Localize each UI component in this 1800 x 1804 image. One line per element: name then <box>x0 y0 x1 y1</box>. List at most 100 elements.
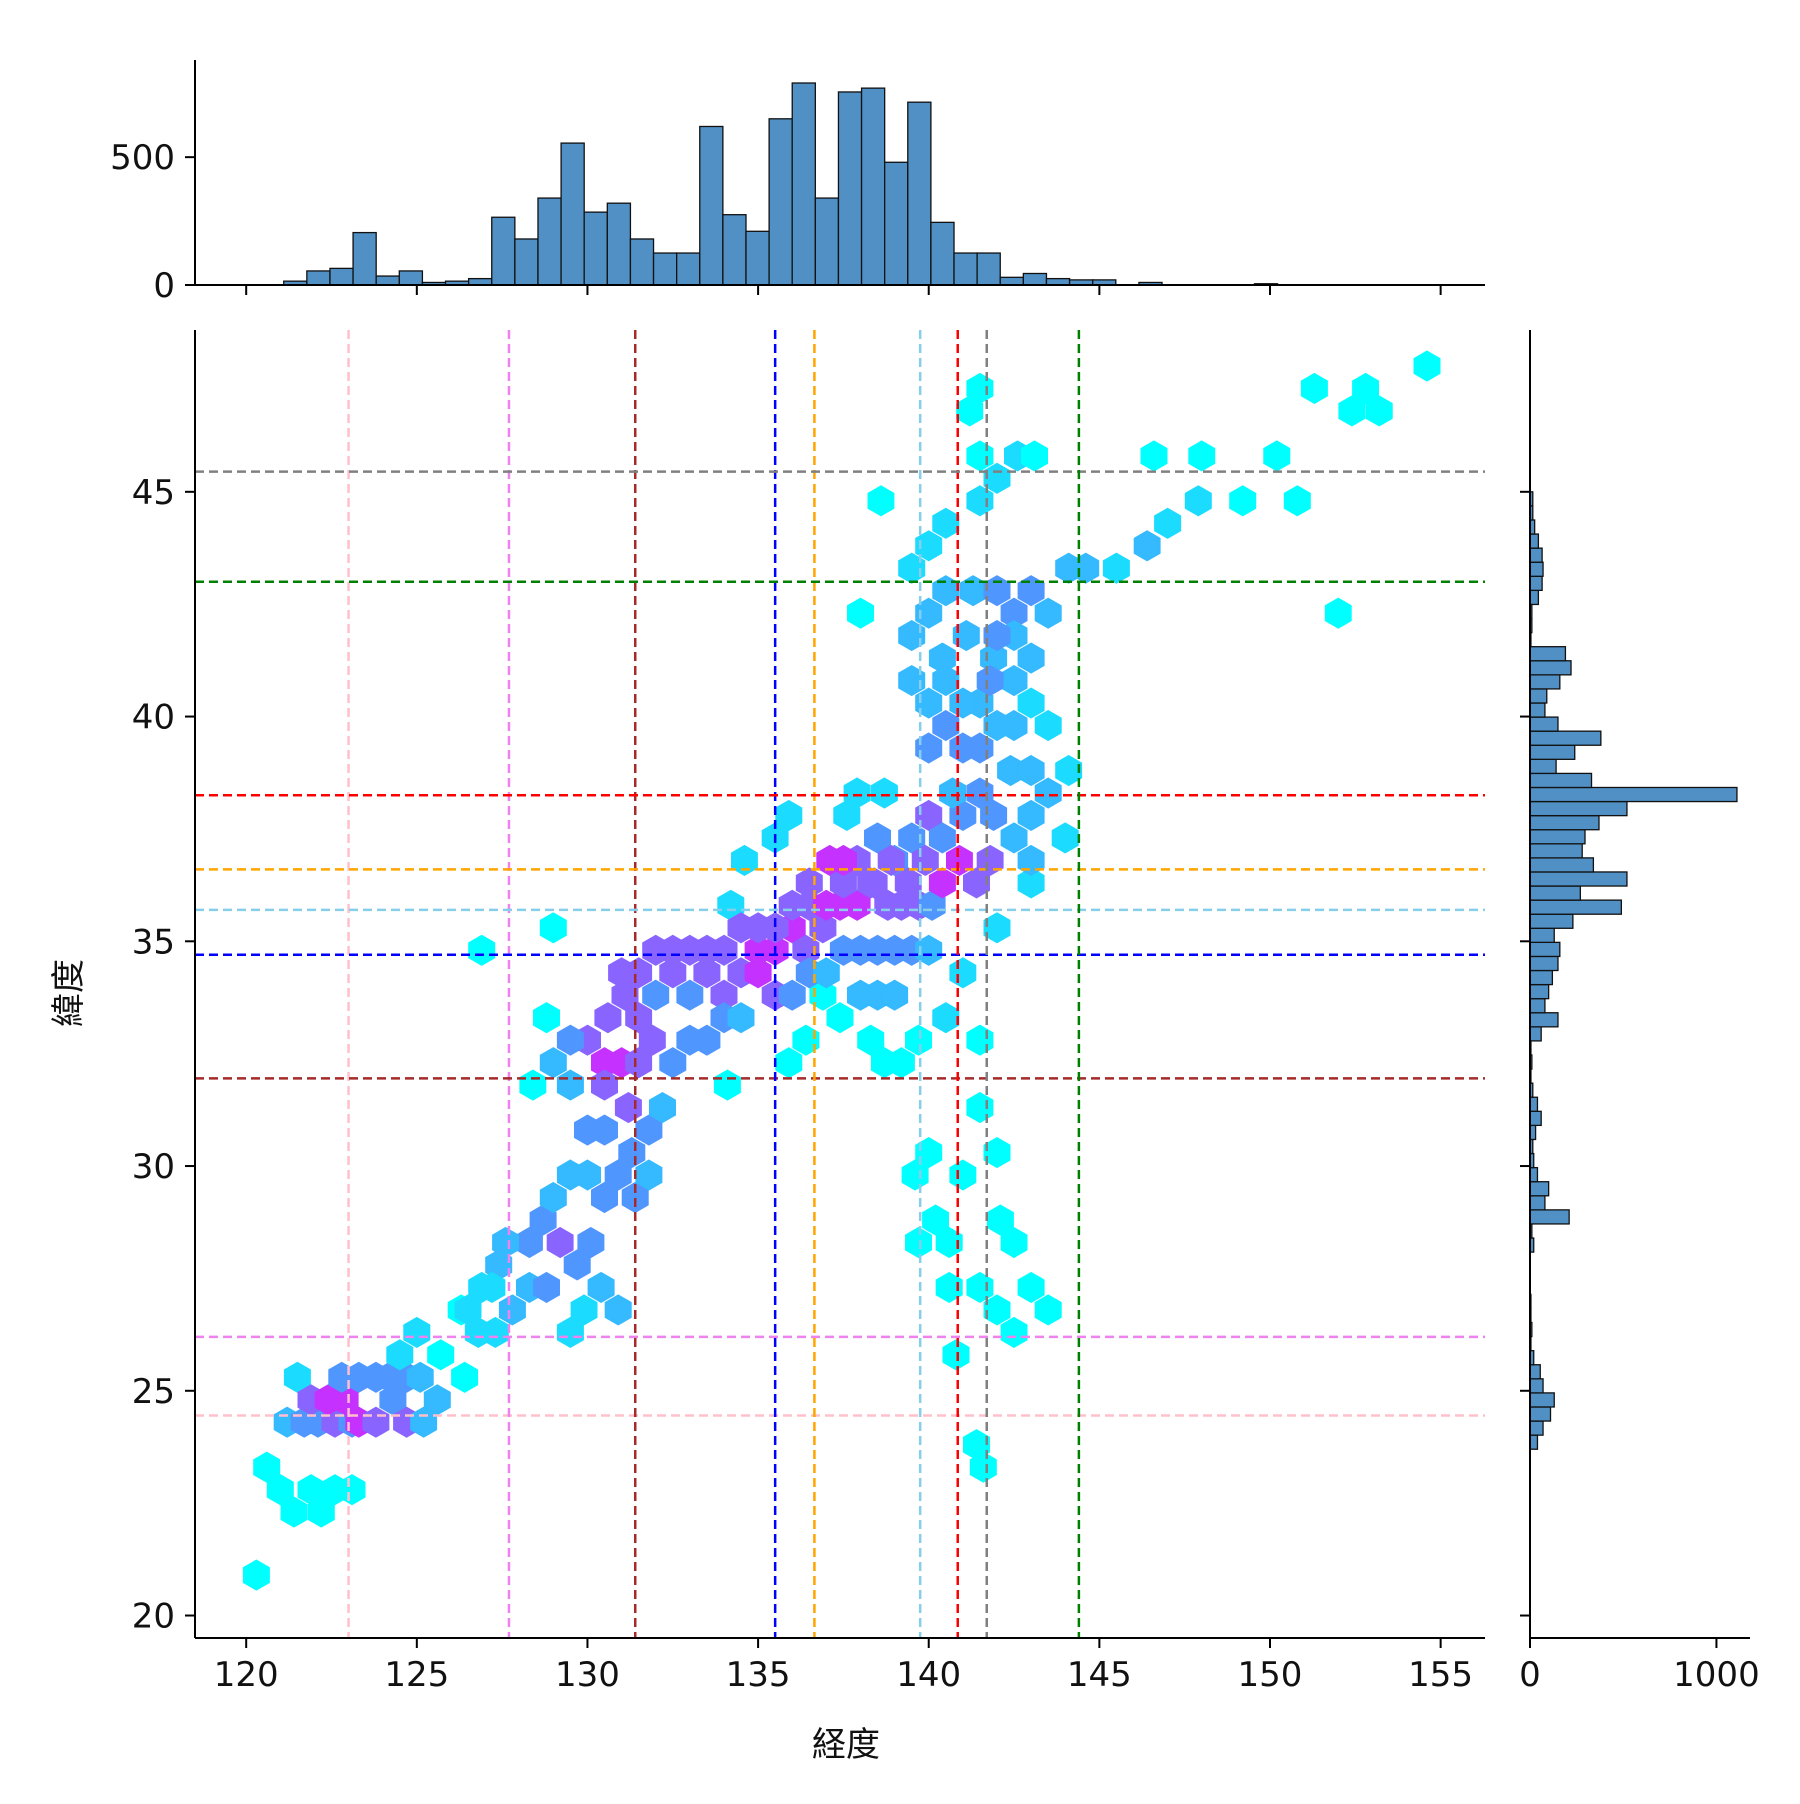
right-histogram: 0 1000 <box>1519 330 1760 1695</box>
right-hist-tick-label: 0 <box>1519 1655 1541 1695</box>
hex-bin <box>676 979 704 1011</box>
histogram-bar <box>1529 702 1546 718</box>
hex-bin <box>826 1002 854 1034</box>
histogram-bar <box>999 276 1025 286</box>
hex-bin <box>451 1361 479 1393</box>
hex-bin <box>283 1361 311 1393</box>
hex-bin <box>1300 372 1328 404</box>
hex-bin <box>635 1159 663 1191</box>
hex-bin <box>1017 642 1045 674</box>
histogram-bar <box>1022 272 1048 286</box>
hex-bin <box>775 1047 803 1079</box>
hex-bin <box>867 485 895 517</box>
x-tick-label: 130 <box>555 1655 620 1695</box>
hex-bin <box>949 732 977 764</box>
y-tick-label: 45 <box>132 473 175 513</box>
hex-bin <box>864 822 891 854</box>
hex-bin <box>976 844 1004 876</box>
histogram-bar <box>1529 1096 1539 1112</box>
histogram-bar <box>1529 955 1559 972</box>
hex-bin <box>533 1002 560 1034</box>
hex-bin <box>983 575 1011 607</box>
hex-bin <box>1352 372 1379 404</box>
hex-bin <box>539 1181 567 1214</box>
hex-bin <box>539 912 567 944</box>
y-tick-label: 35 <box>132 922 175 962</box>
histogram-bar <box>1529 772 1593 789</box>
histogram-bar <box>1529 843 1583 859</box>
histogram-bar <box>1529 871 1628 887</box>
hex-bin <box>833 799 861 831</box>
top-histogram: 0 500 <box>110 60 1485 306</box>
hexbin-plot <box>242 350 1441 1591</box>
hex-bin <box>959 575 987 607</box>
histogram-bar <box>606 202 632 286</box>
hex-bin <box>915 732 943 764</box>
hex-bin <box>1021 440 1048 472</box>
hex-bin <box>932 507 960 539</box>
histogram-bar <box>398 270 424 286</box>
hex-bin <box>898 620 926 652</box>
hex-bin <box>625 1047 653 1079</box>
hex-bin <box>935 1271 963 1303</box>
hex-bin <box>877 844 905 876</box>
hex-bin <box>713 1069 741 1101</box>
histogram-bar <box>329 267 354 286</box>
hex-bin <box>932 575 960 607</box>
histogram-bar <box>1529 1195 1546 1211</box>
histogram-bar <box>976 252 1001 286</box>
y-axis-label: 緯度 <box>49 959 89 1027</box>
histogram-bar <box>1529 1209 1570 1225</box>
hex-bin <box>966 1024 994 1056</box>
hex-bin <box>1229 485 1257 517</box>
hex-bin <box>1017 844 1045 876</box>
histogram-bar <box>491 216 516 286</box>
hex-bin <box>969 1451 997 1483</box>
hex-bin <box>406 1361 434 1393</box>
hex-bin <box>1017 575 1045 607</box>
hex-bin <box>625 1002 653 1034</box>
x-tick-label: 125 <box>384 1655 449 1695</box>
histogram-bar <box>930 221 955 286</box>
hex-bin <box>983 912 1011 944</box>
hex-bin <box>898 665 926 697</box>
hex-bin <box>519 1069 547 1101</box>
hex-bin <box>1051 822 1079 854</box>
hex-bin <box>949 799 977 831</box>
histogram-bar <box>1529 1012 1559 1028</box>
histogram-bar <box>1529 1166 1539 1183</box>
hex-bin <box>1017 687 1045 719</box>
hex-bin <box>1413 350 1441 382</box>
hex-bin <box>966 440 994 472</box>
hex-bin <box>546 1226 574 1259</box>
histogram-bar <box>722 214 747 286</box>
histogram-bar <box>699 125 724 286</box>
hex-bin <box>427 1339 455 1371</box>
hex-bin <box>949 1159 977 1191</box>
hex-bin <box>976 665 1004 697</box>
hex-bin <box>591 1069 618 1101</box>
histogram-bar <box>514 238 539 286</box>
hex-bin <box>1034 1294 1062 1326</box>
x-tick-label: 135 <box>726 1655 791 1695</box>
hex-bin <box>625 957 653 989</box>
histogram-bar <box>1529 814 1600 831</box>
y-tick-label: 40 <box>132 698 175 738</box>
histogram-bar <box>791 82 816 286</box>
hex-bin <box>1000 665 1028 697</box>
hex-bin <box>556 1069 584 1101</box>
hex-bin <box>594 1002 622 1034</box>
hex-bin <box>1017 799 1045 831</box>
histogram-bar <box>352 231 377 286</box>
histogram-bar <box>1529 730 1602 746</box>
y-tick-label: 30 <box>132 1147 175 1187</box>
histogram-bar <box>629 238 655 286</box>
hex-bin <box>574 1159 601 1191</box>
hex-bin <box>604 1294 632 1326</box>
hex-bin <box>932 1002 960 1034</box>
top-hist-tick-label: 0 <box>153 266 175 306</box>
histogram-bar <box>907 101 932 286</box>
hex-bin <box>1140 440 1168 472</box>
hex-bin <box>915 687 943 719</box>
